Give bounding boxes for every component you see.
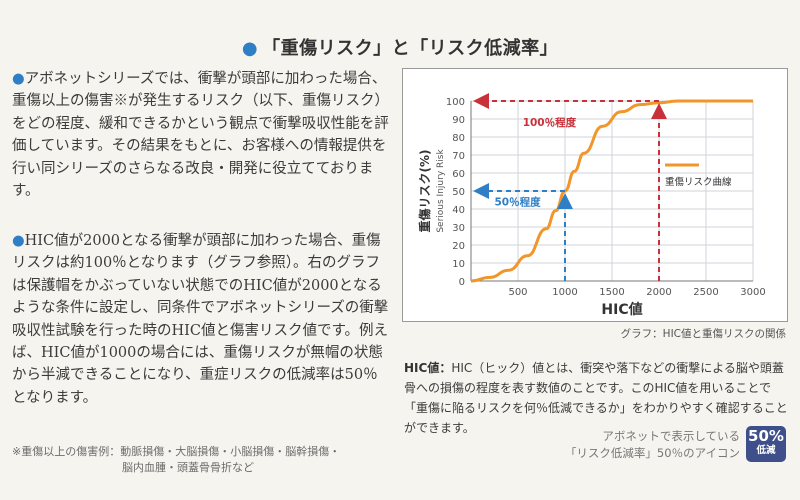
y-tick-label: 10 [452, 259, 465, 270]
y-tick-label: 70 [452, 151, 465, 162]
badge-label: 低減 [756, 445, 776, 456]
risk-chart: 0 10 20 30 40 50 60 70 80 90 100 500 1000 1500 2000 250… [417, 93, 766, 318]
y-axis-label: 重傷リスク(%) [417, 150, 432, 233]
footnote-line-1: ※重傷以上の傷害例：動脈損傷・大脳損傷・小脳損傷・脳幹損傷・ [12, 445, 341, 458]
x-tick-label: 1000 [552, 287, 577, 298]
chart-panel: 0 10 20 30 40 50 60 70 80 90 100 500 1000 1500 2000 250… [402, 68, 788, 322]
y-tick-label: 80 [452, 133, 465, 144]
paragraph-2-bullet: ● [12, 233, 25, 249]
footnote-line-2: 脳内血腫・頭蓋骨骨折など [122, 461, 254, 474]
x-tick-label: 2000 [646, 287, 671, 298]
y-tick-label: 40 [452, 205, 465, 216]
risk-reduction-badge: 50% 低減 [746, 426, 786, 462]
hic-text: HIC（ヒック）値とは、衝突や落下などの衝撃による脳や頭蓋骨への損傷の程度を表す… [404, 361, 788, 435]
paragraph-2-text: HIC値が2000となる衝撃が頭部に加わった場合、重傷リスクは約100％となりま… [12, 233, 389, 406]
footnote: ※重傷以上の傷害例：動脈損傷・大脳損傷・小脳損傷・脳幹損傷・ 脳内血腫・頭蓋骨骨… [12, 444, 392, 476]
x-tick-label: 2500 [693, 287, 718, 298]
y-tick-label: 100 [446, 97, 465, 108]
chart-caption: グラフ：HIC値と重傷リスクの関係 [620, 328, 786, 340]
badge-percent: 50% [748, 427, 784, 445]
y-tick-label: 20 [452, 241, 465, 252]
section-heading: ● 「重傷リスク」と「リスク低減率」 [0, 34, 800, 60]
paragraph-1-text: アボネットシリーズでは、衝撃が頭部に加わった場合、重傷以上の傷害※が発生するリス… [12, 71, 389, 200]
paragraph-2: ●HIC値が2000となる衝撃が頭部に加わった場合、重傷リスクは約100％となり… [12, 230, 390, 409]
annotation-100-label: 100％程度 [523, 116, 577, 129]
risk-curve-line [470, 99, 753, 283]
heading-text: 「重傷リスク」と「リスク低減率」 [262, 38, 559, 59]
paragraph-1: ●アボネットシリーズでは、衝撃が頭部に加わった場合、重傷以上の傷害※が発生するリ… [12, 68, 390, 202]
y-tick-label: 30 [452, 223, 465, 234]
y-tick-label: 0 [459, 277, 465, 288]
annotation-50-label: 50％程度 [495, 195, 542, 208]
icon-note: アボネットで表示している 「リスク低減率」50％のアイコン [560, 428, 740, 462]
hic-description: HIC値：HIC（ヒック）値とは、衝突や落下などの衝撃による脳や頭蓋骨への損傷の… [404, 358, 788, 438]
y-axis-label-en: Serious Injury Risk [436, 149, 446, 233]
heading-bullet: ● [241, 38, 259, 59]
y-tick-label: 60 [452, 169, 465, 180]
icon-note-line-1: アボネットで表示している [602, 429, 740, 443]
y-tick-label: 50 [452, 187, 465, 198]
hic-term: HIC値： [404, 361, 452, 375]
x-tick-label: 1500 [599, 287, 624, 298]
paragraph-1-bullet: ● [12, 71, 25, 87]
legend-label: 重傷リスク曲線 [665, 176, 732, 188]
y-tick-label: 90 [452, 115, 465, 126]
x-axis-label: HIC値 [601, 301, 642, 318]
icon-note-line-2: 「リスク低減率」50％のアイコン [564, 446, 740, 460]
x-tick-label: 3000 [740, 287, 765, 298]
x-tick-label: 500 [508, 287, 527, 298]
